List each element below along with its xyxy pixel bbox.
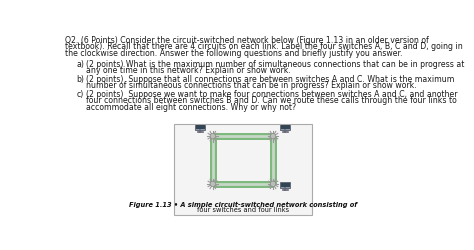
- Circle shape: [210, 134, 216, 139]
- Bar: [281, 125, 291, 131]
- Text: c): c): [76, 90, 83, 98]
- Text: textbook). Recall that there are 4 circuits on each link. Label the four switche: textbook). Recall that there are 4 circu…: [64, 42, 463, 51]
- Circle shape: [270, 134, 276, 139]
- Circle shape: [210, 182, 216, 187]
- Bar: [196, 126, 205, 129]
- Text: any one time in this network? Explain or show work.: any one time in this network? Explain or…: [86, 66, 291, 75]
- Text: four connections between switches B and D. Can we route these calls through the : four connections between switches B and …: [86, 96, 456, 105]
- Text: the clockwise direction. Answer the following questions and briefly justify you : the clockwise direction. Answer the foll…: [64, 48, 402, 57]
- Text: (2 points) What is the maximum number of simultaneous connections that can be in: (2 points) What is the maximum number of…: [86, 60, 464, 68]
- Text: b): b): [76, 74, 84, 84]
- Circle shape: [270, 182, 276, 187]
- Text: (2 points)  Suppose we want to make four connections between switches A and C, a: (2 points) Suppose we want to make four …: [86, 90, 457, 98]
- Text: Q2. (6 Points) Consider the circuit-switched network below (Figure 1.13 in an ol: Q2. (6 Points) Consider the circuit-swit…: [64, 35, 428, 44]
- Text: accommodate all eight connections. Why or why not?: accommodate all eight connections. Why o…: [86, 102, 296, 112]
- Bar: [281, 182, 291, 188]
- Text: (2 points)  Suppose that all connections are between switches A and C. What is t: (2 points) Suppose that all connections …: [86, 74, 454, 84]
- Text: four switches and four links: four switches and four links: [197, 206, 289, 212]
- Text: Figure 1.13 • A simple circuit-switched network consisting of: Figure 1.13 • A simple circuit-switched …: [129, 201, 357, 207]
- Bar: [195, 125, 205, 131]
- Bar: [281, 126, 290, 129]
- Text: a): a): [76, 60, 84, 68]
- Text: number of simultaneous connections that can be in progress? Explain or show work: number of simultaneous connections that …: [86, 81, 416, 90]
- Bar: [281, 184, 290, 187]
- Bar: [174, 124, 312, 215]
